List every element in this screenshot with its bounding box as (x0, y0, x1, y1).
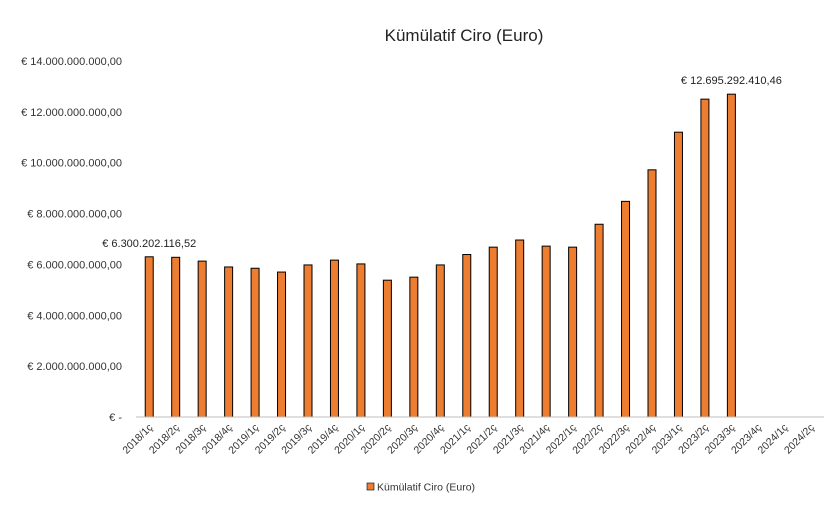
x-tick-label: 2024/2ç (782, 422, 817, 457)
bar (647, 169, 657, 418)
bar (171, 256, 181, 418)
y-tick-label: € 14.000.000.000,00 (21, 56, 122, 68)
legend-swatch (366, 482, 375, 491)
bar (382, 279, 392, 418)
y-tick-label: € 2.000.000.000,00 (27, 361, 122, 373)
bar (594, 223, 604, 418)
chart-title: Kümülatif Ciro (Euro) (385, 26, 544, 45)
bar (329, 259, 339, 418)
bar (515, 239, 525, 418)
bar (700, 98, 710, 418)
bar (462, 254, 472, 418)
data-label: € 6.300.202.116,52 (102, 238, 196, 250)
bar (726, 93, 736, 418)
bar (356, 263, 366, 418)
bar (250, 267, 260, 418)
bar (144, 256, 154, 418)
legend-label: Kümülatif Ciro (Euro) (377, 482, 475, 494)
bar (435, 264, 445, 418)
bar (409, 276, 419, 418)
bar (277, 271, 287, 418)
bar (197, 260, 207, 418)
y-tick-label: € - (109, 412, 122, 424)
y-tick-label: € 6.000.000.000,00 (27, 259, 122, 271)
bar (224, 266, 234, 418)
y-tick-label: € 12.000.000.000,00 (21, 107, 122, 119)
bar (673, 131, 683, 418)
bar (568, 246, 578, 418)
bar (541, 245, 551, 418)
data-label: € 12.695.292.410,46 (681, 75, 782, 87)
legend: Kümülatif Ciro (Euro) (366, 482, 475, 494)
bar (621, 200, 631, 418)
data-labels: € 6.300.202.116,52 € 12.695.292.410,46 (102, 75, 782, 250)
y-tick-label: € 10.000.000.000,00 (21, 158, 122, 170)
bars (144, 93, 736, 418)
y-axis-labels: € - € 2.000.000.000,00 € 4.000.000.000,00 €… (21, 56, 122, 424)
bar (303, 264, 313, 418)
y-tick-label: € 8.000.000.000,00 (27, 209, 122, 221)
y-tick-label: € 4.000.000.000,00 (27, 310, 122, 322)
bar (488, 246, 498, 418)
x-axis-labels: 2018/1ç2018/2ç2018/3ç2018/4ç2019/1ç2019/… (120, 422, 816, 457)
